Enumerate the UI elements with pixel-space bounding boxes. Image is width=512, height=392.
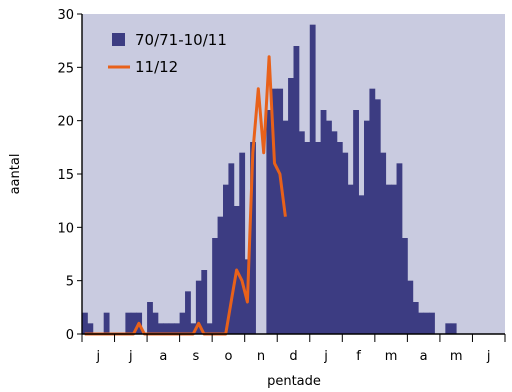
legend-bar-label: 70/71-10/11 [135,31,227,49]
bar [212,238,218,334]
x-tick-label: j [95,349,100,364]
y-axis-title: aantal [8,154,23,195]
bar [147,302,153,334]
x-tick-label: s [192,349,199,364]
bar [163,323,170,334]
bar [239,152,246,334]
bar [364,120,370,335]
bar [195,280,202,334]
bar [342,152,349,334]
y-tick-label: 10 [57,221,74,236]
y-tick-label: 5 [66,275,74,290]
legend: 70/71-10/11 11/12 [108,31,227,76]
y-tick-label: 0 [66,328,74,343]
bar [412,302,419,334]
bar [277,88,284,335]
y-ticks: 0 5 10 15 20 25 30 [57,8,82,343]
x-tick-label: f [356,349,361,364]
bar [266,110,273,334]
bar [206,323,213,334]
legend-line-label: 11/12 [135,58,178,76]
bar [380,152,387,334]
bar [271,88,278,335]
y-tick-label: 25 [57,61,74,76]
bar [309,24,316,335]
bar [326,120,332,335]
bar [82,312,88,334]
bar [401,238,408,334]
y-tick-label: 30 [57,8,74,23]
bar [298,131,305,334]
bar [396,163,403,334]
bar [125,312,132,334]
bar [445,323,452,334]
x-axis-title: pentade [267,374,321,389]
x-tick-label: m [385,349,398,364]
bar [174,323,181,334]
bar [407,280,414,334]
bar [87,323,94,334]
x-tick-label: a [420,349,428,364]
bar [374,99,381,334]
bar [103,312,110,334]
bar [369,88,376,335]
bar [179,312,186,334]
bar [358,195,365,334]
x-tick-label: o [224,349,232,364]
bar [157,323,164,334]
bar [130,312,137,334]
bar [250,142,256,334]
bar [423,312,430,334]
x-tick-label: d [289,349,297,364]
bar [282,120,289,335]
bar [217,216,224,334]
bar [304,142,311,334]
bar [320,110,327,334]
bar [450,323,457,334]
bar [331,131,338,334]
x-tick-label: n [257,349,265,364]
bar [293,46,300,334]
y-tick-label: 15 [57,168,74,183]
bar [385,184,392,334]
bar [288,78,294,334]
bar [353,110,359,334]
bar [347,184,354,334]
bar [185,291,191,334]
bar [418,312,425,334]
x-tick-label: j [486,349,491,364]
y-tick-label: 20 [57,115,74,130]
bar [223,184,229,334]
bar [201,270,208,334]
bar [168,323,175,334]
legend-bar-swatch [112,33,125,46]
bar [152,312,159,334]
bar [228,163,235,334]
bar [336,142,343,334]
bar [190,323,197,334]
x-tick-label: m [450,349,463,364]
bar [429,312,435,334]
bar [315,142,322,334]
x-tick-label: j [323,349,328,364]
x-tick-label: j [128,349,133,364]
x-tick-label: a [159,349,167,364]
bar [391,184,397,334]
